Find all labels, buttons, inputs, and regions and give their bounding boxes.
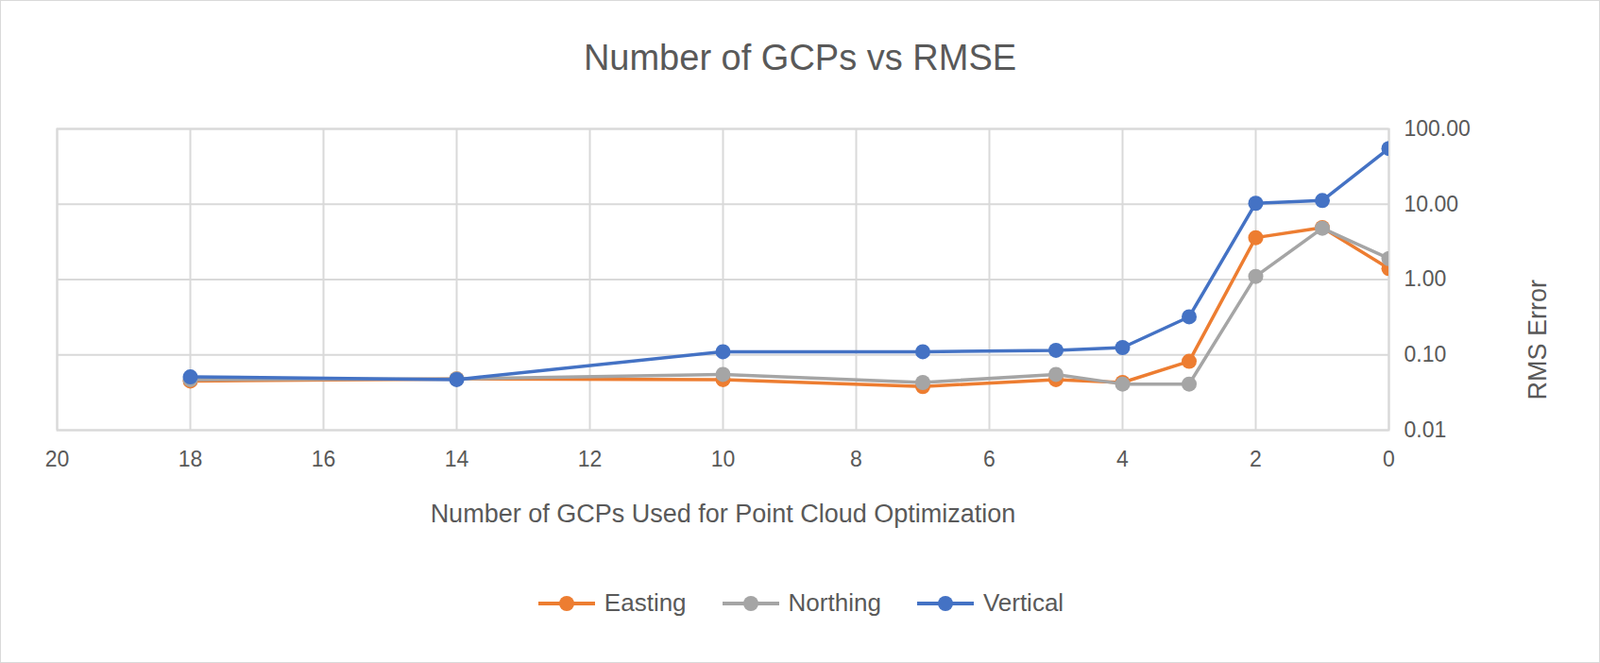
svg-text:6: 6 (983, 446, 996, 472)
svg-text:16: 16 (311, 446, 337, 472)
svg-text:0.01: 0.01 (1404, 417, 1447, 443)
html-text:Number of GCPs vs RMSE: Number of GCPs vs RMSE (583, 37, 1017, 78)
html-text:Easting: Easting (604, 588, 687, 617)
svg-text:20: 20 (45, 446, 70, 472)
svg-text:18: 18 (178, 446, 204, 472)
html-text:Northing: Northing (788, 588, 882, 617)
svg-text:0: 0 (1382, 446, 1396, 472)
svg-text:10.00: 10.00 (1404, 191, 1460, 217)
svg-text:2: 2 (1249, 446, 1262, 472)
svg-text:100.00: 100.00 (1404, 116, 1471, 141)
svg-text:RMS Error: RMS Error (1523, 279, 1552, 401)
html-text:Vertical: Vertical (983, 588, 1064, 617)
svg-text:10: 10 (711, 446, 736, 472)
svg-text:12: 12 (578, 446, 603, 472)
svg-text:4: 4 (1116, 446, 1129, 472)
svg-text:1.00: 1.00 (1404, 266, 1447, 291)
svg-text:8: 8 (850, 446, 863, 472)
svg-text:Number of GCPs Used for Point: Number of GCPs Used for Point Cloud Opti… (430, 499, 1017, 528)
svg-text:14: 14 (444, 446, 470, 472)
svg-text:0.10: 0.10 (1404, 341, 1447, 367)
